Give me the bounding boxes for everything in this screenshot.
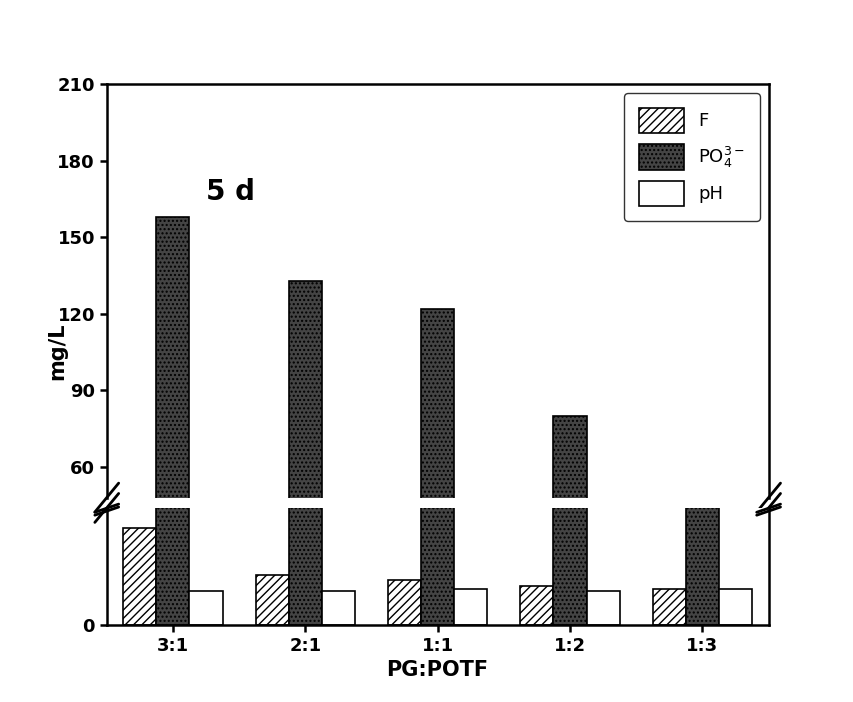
Bar — [652, 589, 685, 625]
Bar — [553, 403, 586, 625]
Bar — [156, 217, 189, 620]
Bar — [586, 590, 619, 620]
Bar — [652, 587, 685, 620]
Bar — [519, 586, 553, 625]
Bar — [454, 587, 487, 620]
Bar — [586, 592, 619, 625]
Bar — [189, 592, 223, 625]
Bar — [685, 505, 718, 620]
Bar — [322, 592, 355, 625]
Bar — [288, 256, 322, 625]
Bar — [255, 574, 288, 620]
Bar — [718, 587, 751, 620]
Bar — [322, 590, 355, 620]
Bar — [123, 528, 156, 625]
Bar — [553, 416, 586, 620]
Bar — [519, 584, 553, 620]
Bar — [454, 589, 487, 625]
Text: mg/L: mg/L — [47, 322, 67, 380]
Bar — [189, 590, 223, 620]
Bar — [255, 575, 288, 625]
Bar — [421, 286, 454, 625]
Bar — [387, 581, 421, 625]
Bar — [156, 186, 189, 625]
Bar — [718, 589, 751, 625]
Bar — [421, 309, 454, 620]
Bar — [685, 500, 718, 625]
Bar — [123, 531, 156, 620]
Bar — [387, 579, 421, 620]
Text: 5 d: 5 d — [206, 178, 255, 206]
Legend: F, PO$_4^{3-}$, pH: F, PO$_4^{3-}$, pH — [624, 93, 758, 220]
X-axis label: PG:POTF: PG:POTF — [386, 660, 488, 680]
Bar — [288, 281, 322, 620]
